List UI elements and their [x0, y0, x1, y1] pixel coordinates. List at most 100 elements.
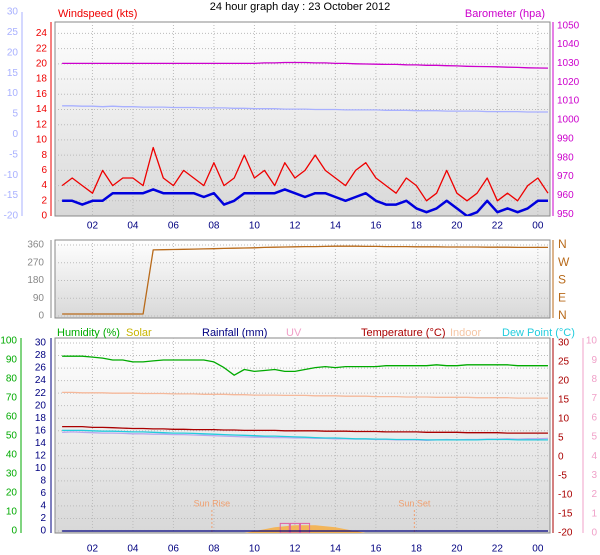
legend-entry: Humidity (%) [57, 327, 120, 339]
y-tick-label: N [558, 237, 567, 251]
y-tick-label: 18 [36, 74, 48, 85]
legend-entry: Dew Point (°C) [502, 327, 575, 339]
bar [289, 522, 300, 533]
y-tick-label: 1020 [557, 77, 580, 88]
y-tick-label: 90 [33, 293, 45, 304]
x-tick-label: 14 [330, 544, 342, 555]
y-tick-label: 14 [35, 438, 47, 449]
y-tick-label: 0 [558, 452, 564, 463]
y-tick-label: -15 [558, 509, 573, 520]
y-tick-label: 180 [27, 275, 44, 286]
y-tick-label: 80 [6, 374, 18, 385]
y-tick-label: 2 [41, 195, 47, 206]
x-tick-label: 18 [411, 544, 423, 555]
y-tick-label: 24 [35, 375, 47, 386]
x-tick-label: 04 [127, 221, 139, 232]
y-tick-label: 970 [557, 171, 574, 182]
y-tick-label: 26 [35, 363, 47, 374]
line [62, 61, 549, 69]
x-tick-label: 22 [492, 221, 504, 232]
y-tick-label: 1040 [557, 39, 580, 50]
bar [299, 522, 311, 533]
y-tick-label: 16 [35, 425, 47, 436]
y-tick-label: 5 [12, 109, 18, 120]
x-tick-label: 22 [492, 544, 504, 555]
y-tick-label: 90 [6, 355, 18, 366]
y-tick-label: 2 [591, 489, 597, 500]
y-tick-label: 10 [6, 507, 18, 518]
y-tick-label: 3 [591, 470, 597, 481]
y-tick-label: 950 [557, 209, 574, 220]
line [62, 105, 548, 113]
legend-entry: Windspeed (kts) [58, 8, 137, 20]
y-tick-label: 1010 [557, 96, 580, 107]
x-tick-label: 14 [330, 221, 342, 232]
x-tick-label: 18 [411, 221, 423, 232]
y-tick-label: -15 [4, 190, 19, 201]
y-tick-label: 28 [35, 350, 47, 361]
series-group [62, 245, 548, 315]
y-tick-label: 20 [35, 400, 47, 411]
y-tick-label: 14 [36, 104, 48, 115]
y-tick-label: 16 [36, 89, 48, 100]
y-tick-label: 70 [6, 393, 18, 404]
y-tick-label: 20 [36, 58, 48, 69]
series-group [61, 61, 549, 216]
y-tick-label: 15 [558, 395, 570, 406]
y-tick-label: 25 [558, 357, 570, 368]
x-tick-label: 10 [249, 221, 261, 232]
y-tick-label: 1000 [557, 115, 580, 126]
annotation: Sun Rise [194, 498, 231, 508]
y-tick-label: 1050 [557, 20, 580, 31]
line [61, 146, 549, 202]
y-tick-label: -10 [4, 170, 19, 181]
y-tick-label: 0 [591, 528, 597, 539]
y-tick-label: W [558, 255, 570, 269]
x-tick-label: 02 [87, 221, 99, 232]
plot-area [54, 21, 551, 217]
y-tick-label: N [558, 308, 567, 322]
x-tick-label: 20 [451, 544, 463, 555]
legend-entry: UV [286, 327, 302, 339]
y-tick-label: 10 [36, 135, 48, 146]
y-tick-label: 270 [27, 257, 44, 268]
y-tick-label: 22 [35, 388, 47, 399]
y-tick-label: 30 [7, 7, 19, 18]
y-tick-label: 980 [557, 152, 574, 163]
y-tick-label: 0 [41, 211, 47, 222]
y-tick-label: 1030 [557, 58, 580, 69]
line [62, 425, 548, 434]
y-tick-label: 24 [36, 28, 48, 39]
y-tick-label: 0 [40, 526, 46, 537]
y-tick-label: 12 [35, 450, 47, 461]
area [62, 525, 548, 533]
legend-entry: Barometer (hpa) [465, 8, 545, 20]
y-tick-label: 10 [35, 463, 47, 474]
page-title: 24 hour graph day : 23 October 2012 [210, 1, 390, 13]
y-tick-label: 8 [41, 150, 47, 161]
x-tick-label: 00 [532, 544, 544, 555]
x-tick-label: 16 [370, 221, 382, 232]
y-tick-label: 30 [558, 338, 570, 349]
bar [279, 522, 290, 533]
y-tick-label: 2 [40, 513, 46, 524]
line [62, 188, 548, 216]
y-tick-label: 25 [7, 27, 19, 38]
x-tick-label: 02 [87, 544, 99, 555]
series-group [62, 355, 549, 533]
y-tick-label: 30 [35, 338, 47, 349]
x-tick-label: 06 [168, 221, 180, 232]
y-tick-label: 9 [591, 355, 597, 366]
legend-entry: Indoor [450, 327, 482, 339]
y-tick-label: 6 [591, 412, 597, 423]
x-tick-label: 06 [168, 544, 180, 555]
line [62, 245, 548, 315]
annotation: Sun Set [398, 498, 431, 508]
line [62, 391, 548, 399]
y-tick-label: 8 [591, 374, 597, 385]
legend-entry: Rainfall (mm) [202, 327, 267, 339]
legend-entry: Temperature (°C) [361, 327, 445, 339]
y-tick-label: 10 [7, 88, 19, 99]
line [62, 429, 548, 441]
y-tick-label: 360 [27, 240, 44, 251]
